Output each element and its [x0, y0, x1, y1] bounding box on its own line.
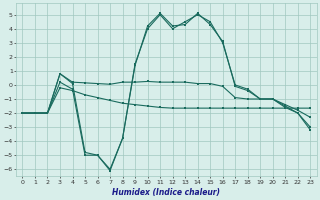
X-axis label: Humidex (Indice chaleur): Humidex (Indice chaleur) [112, 188, 220, 197]
